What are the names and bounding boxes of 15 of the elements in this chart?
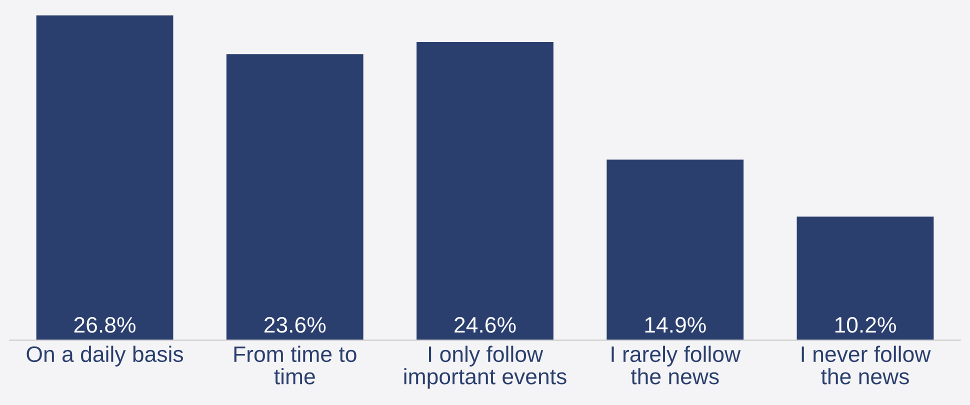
- data-label: 10.2%: [835, 317, 896, 333]
- x-tick-label: I rarely follow the news: [612, 346, 741, 384]
- bar: [606, 160, 744, 340]
- x-tick-label: From time to time: [234, 346, 356, 384]
- data-label: 24.6%: [454, 317, 516, 333]
- bar: [796, 216, 934, 340]
- x-tick-label: I never follow the news: [802, 346, 931, 384]
- x-tick-label: On a daily basis: [26, 346, 184, 366]
- x-tick-label: I only follow important events: [404, 346, 566, 389]
- data-label: 26.8%: [74, 317, 136, 333]
- bar: [416, 42, 554, 340]
- bar: [36, 15, 174, 340]
- data-label: 23.6%: [264, 317, 326, 333]
- bar: [226, 54, 364, 340]
- data-label: 14.9%: [645, 317, 706, 333]
